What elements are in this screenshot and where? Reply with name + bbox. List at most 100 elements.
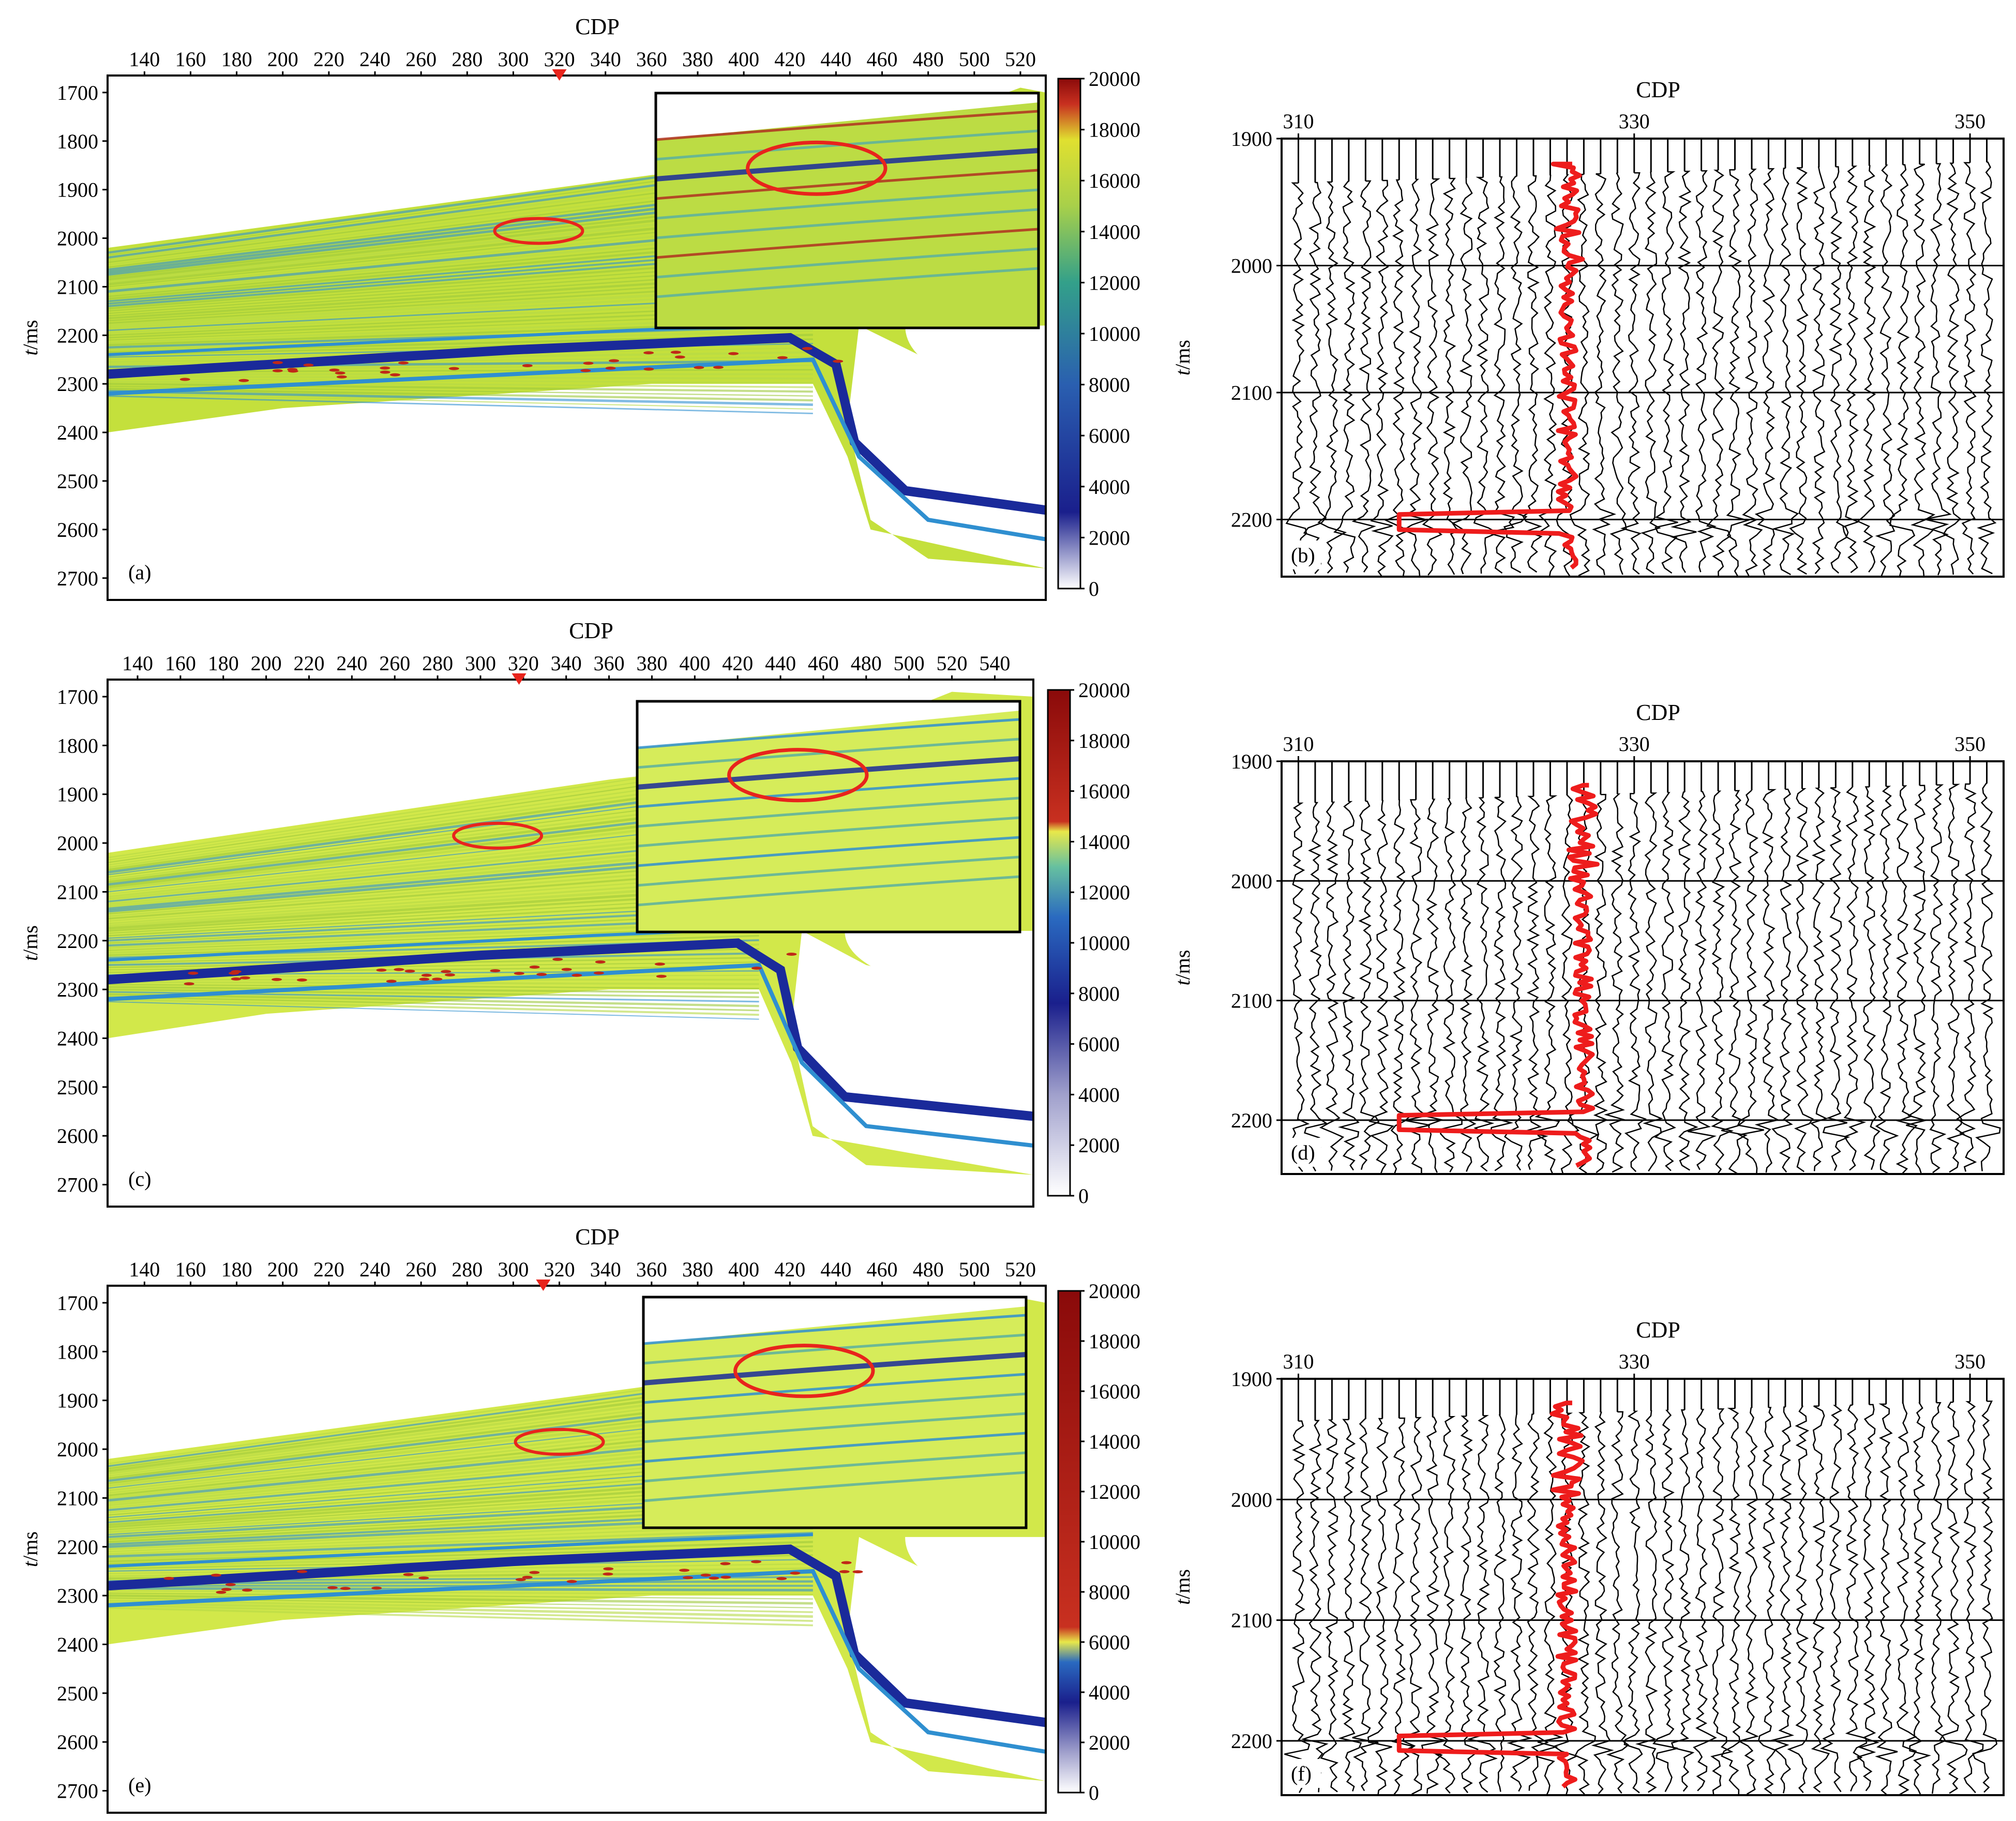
trace-wiggle xyxy=(1875,786,1899,1175)
secondary-reflector xyxy=(108,357,1046,541)
red-speckle xyxy=(242,1588,252,1592)
colorbar-tick-label: 12000 xyxy=(1089,271,1140,294)
colorbar-tick-label: 2000 xyxy=(1078,1134,1120,1157)
highlight-trace xyxy=(1396,782,1600,1168)
red-speckle xyxy=(448,367,459,370)
reflector xyxy=(108,383,813,393)
x-tick-label: 330 xyxy=(1619,1350,1650,1373)
reflector xyxy=(108,993,759,1007)
trace-wiggle xyxy=(1811,1405,1830,1793)
y-tick-label: 2500 xyxy=(57,1682,98,1705)
trace-wiggle xyxy=(1842,165,1860,574)
trace-wiggle xyxy=(1862,786,1880,1170)
x-tick-label: 240 xyxy=(336,652,367,675)
red-speckle xyxy=(522,364,533,368)
y-tick-label: 1800 xyxy=(57,734,98,757)
red-speckle xyxy=(515,1578,526,1582)
colorbar-tick-label: 14000 xyxy=(1089,1430,1140,1453)
trace-wiggle xyxy=(1490,796,1514,1171)
y-tick-label: 2100 xyxy=(57,1486,98,1510)
colorbar-tick-label: 6000 xyxy=(1089,424,1130,447)
trace-wiggle xyxy=(1721,1408,1742,1795)
main-reflector xyxy=(108,333,1046,515)
red-speckle xyxy=(709,1576,719,1580)
trace-wiggle xyxy=(1319,801,1345,1171)
x-tick-label: 220 xyxy=(313,48,344,71)
trace-wiggle xyxy=(1896,1403,1917,1796)
y-tick-label: 2500 xyxy=(57,1076,98,1099)
inset-reflector xyxy=(637,836,1020,867)
red-speckle xyxy=(654,962,665,966)
x-tick-label: 180 xyxy=(221,1258,252,1281)
reflector xyxy=(108,380,813,388)
red-speckle xyxy=(776,1577,787,1581)
trace-wiggle xyxy=(1635,1410,1658,1793)
reflector xyxy=(108,996,759,1012)
red-speckle xyxy=(272,369,283,372)
x-tick-label: 160 xyxy=(165,652,196,675)
red-speckle xyxy=(419,977,430,981)
x-tick-label: 340 xyxy=(551,652,582,675)
red-speckle xyxy=(670,351,681,354)
red-speckle xyxy=(529,965,540,969)
red-speckle xyxy=(335,371,345,375)
red-speckle xyxy=(839,1570,850,1573)
y-axis-label: t/ms xyxy=(1171,1569,1194,1605)
x-tick-label: 520 xyxy=(1005,48,1036,71)
reflector xyxy=(108,935,759,956)
red-speckle xyxy=(571,973,582,977)
red-speckle xyxy=(418,1576,429,1580)
trace-wiggle xyxy=(1641,172,1661,575)
y-tick-label: 1900 xyxy=(57,178,98,202)
reflector xyxy=(108,1604,813,1622)
inset-reflector xyxy=(643,1432,1027,1463)
inset-frame xyxy=(636,700,1021,934)
upper-reflector xyxy=(108,1533,813,1568)
colorbar-tick-label: 4000 xyxy=(1078,1083,1120,1106)
secondary-reflector xyxy=(108,1569,1046,1754)
y-tick-label: 2200 xyxy=(57,1536,98,1559)
x-tick-label: 140 xyxy=(129,48,160,71)
y-tick-label: 2000 xyxy=(57,1438,98,1461)
y-tick-label: 2700 xyxy=(57,567,98,590)
inset-frame xyxy=(642,1296,1028,1529)
trace-wiggle xyxy=(1943,162,1962,575)
colorbar-tick-label: 8000 xyxy=(1089,1581,1130,1604)
trace-wiggle xyxy=(1367,1418,1392,1796)
x-tick-label: 460 xyxy=(867,1258,898,1281)
x-tick-label: 160 xyxy=(175,48,206,71)
x-tick-label: 300 xyxy=(465,652,496,675)
trace-wiggle xyxy=(1291,802,1310,1172)
red-speckle xyxy=(272,361,283,365)
inset-reflector xyxy=(637,875,1020,907)
trace-wiggle xyxy=(1924,163,1952,576)
plot-background xyxy=(1282,1379,2004,1795)
x-tick-label: 320 xyxy=(508,652,539,675)
x-tick-label: 180 xyxy=(208,652,239,675)
trace-wiggle xyxy=(1975,782,2001,1171)
y-tick-label: 2200 xyxy=(57,929,98,953)
x-tick-label: 280 xyxy=(452,48,483,71)
trace-wiggle xyxy=(1451,177,1473,575)
red-speckle xyxy=(380,366,390,370)
inset-highlight-ellipse xyxy=(746,140,887,196)
x-tick-label: 440 xyxy=(765,652,796,675)
trace-wiggle xyxy=(1654,792,1676,1171)
zoom-inset xyxy=(642,1296,1028,1529)
red-speckle xyxy=(216,1590,227,1594)
red-speckle xyxy=(296,978,307,982)
red-speckle xyxy=(229,971,239,975)
y-tick-label: 2400 xyxy=(57,1027,98,1050)
inset-reflector xyxy=(643,1314,1027,1345)
colorbar-tick-label: 8000 xyxy=(1078,982,1120,1005)
trace-wiggle xyxy=(1963,1401,1984,1794)
y-tick-label: 2700 xyxy=(57,1173,98,1197)
colorbar-tick-label: 2000 xyxy=(1089,1731,1130,1754)
red-speckle xyxy=(336,375,347,379)
trace-wiggle xyxy=(1370,179,1394,577)
trace-wiggle xyxy=(1560,794,1580,1174)
inset-reflector xyxy=(655,267,1039,298)
trace-wiggle xyxy=(1742,169,1763,576)
trace-wiggle xyxy=(1352,1418,1379,1792)
x-axis-label: CDP xyxy=(569,618,613,643)
